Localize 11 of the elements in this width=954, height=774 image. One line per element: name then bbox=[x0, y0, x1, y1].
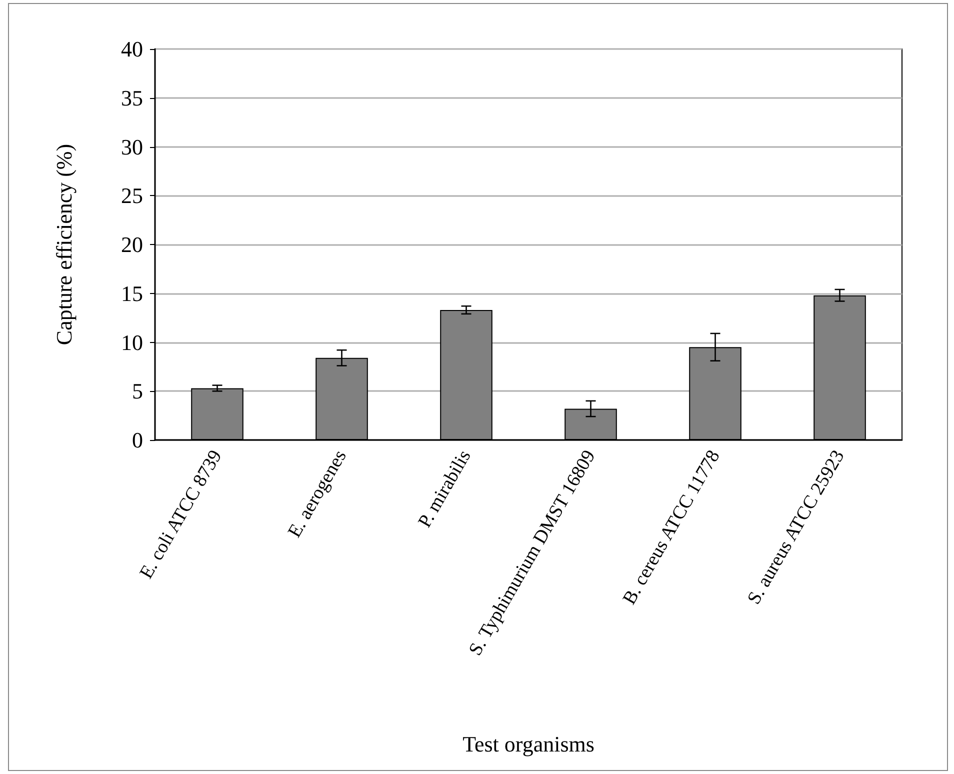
y-tick-label: 5 bbox=[132, 378, 143, 404]
y-tick-label: 40 bbox=[121, 36, 143, 62]
y-tick-label: 30 bbox=[121, 134, 143, 160]
y-axis-title: Capture efficiency (%) bbox=[52, 144, 76, 346]
y-tick-label: 10 bbox=[121, 330, 143, 355]
y-tick-label: 0 bbox=[132, 428, 143, 452]
y-tick-label: 35 bbox=[121, 85, 143, 110]
y-tick-label: 15 bbox=[121, 280, 143, 306]
x-axis-title: Test organisms bbox=[462, 732, 594, 756]
y-tick-label: 20 bbox=[121, 232, 143, 257]
y-tick-label: 25 bbox=[121, 183, 143, 208]
